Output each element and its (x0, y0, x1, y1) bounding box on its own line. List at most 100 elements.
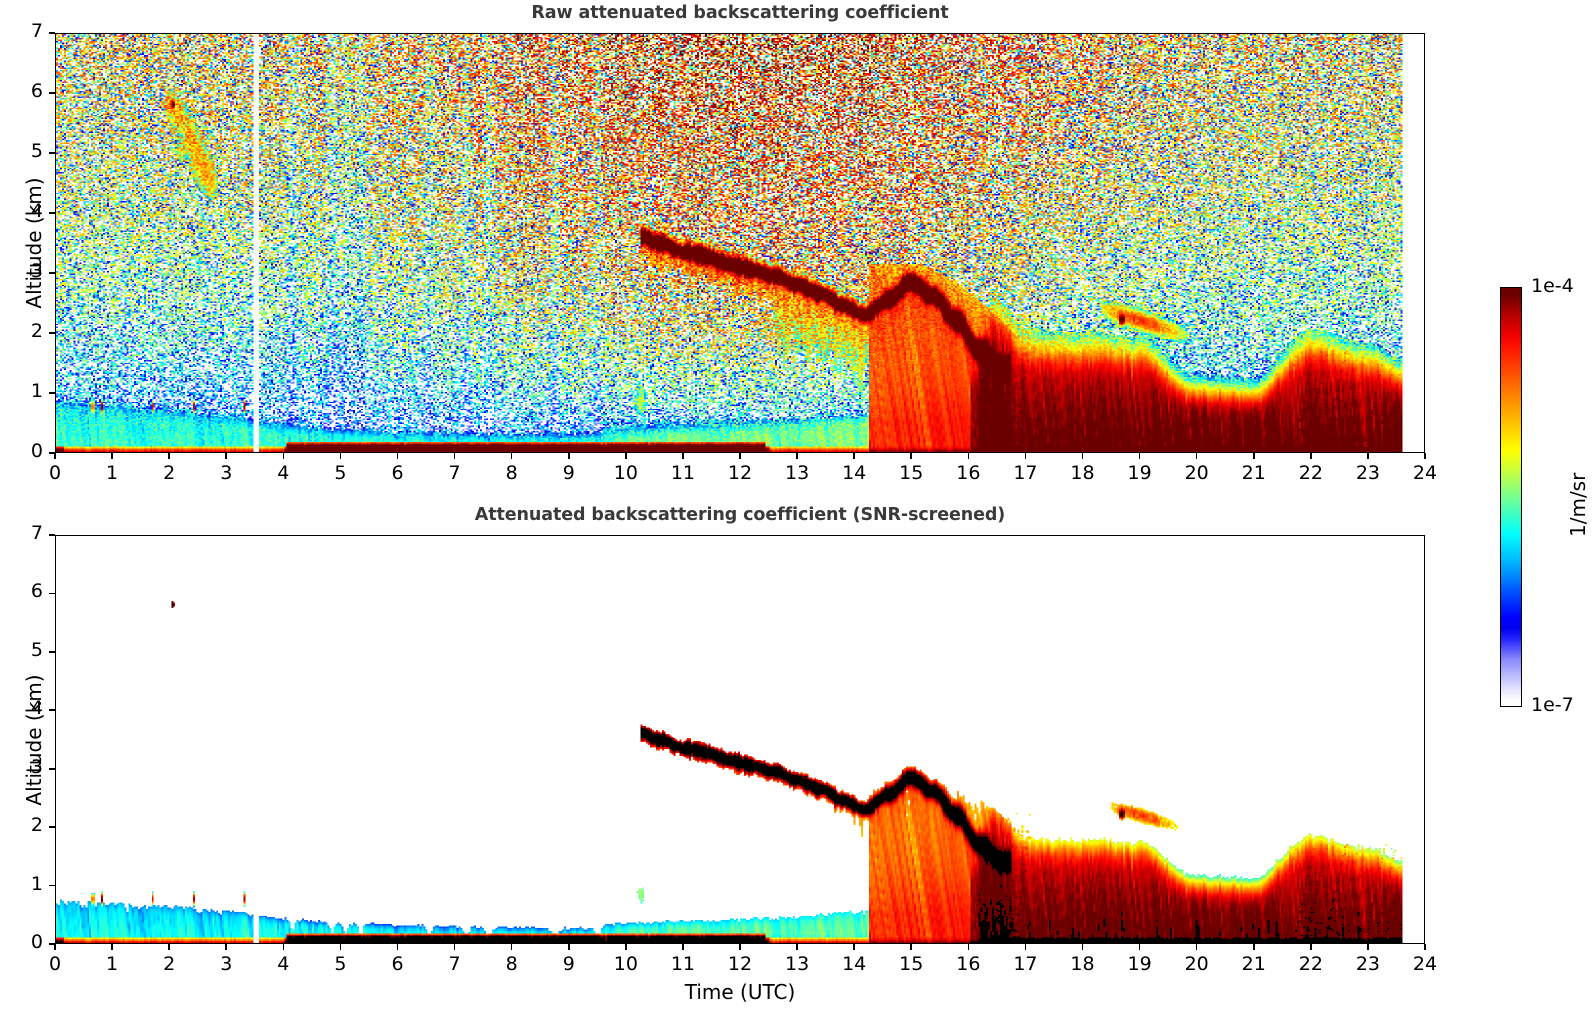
xtick-raw-22 (1310, 453, 1312, 459)
xticklabel-screened-24: 24 (1412, 953, 1438, 975)
xtick-screened-22 (1310, 944, 1312, 950)
ytick-raw-0 (49, 452, 55, 454)
xtick-raw-23 (1367, 453, 1369, 459)
xticklabel-raw-17: 17 (1013, 462, 1038, 484)
yticklabel-raw-7: 7 (30, 20, 43, 42)
ytick-raw-5 (49, 152, 55, 154)
yticklabel-screened-6: 6 (30, 580, 43, 603)
xticklabel-screened-17: 17 (1013, 953, 1038, 975)
xticklabel-screened-22: 22 (1298, 953, 1323, 975)
ylabel-screened: Altitude (km) (22, 673, 46, 806)
colorbar-min-label: 1e-7 (1531, 694, 1574, 716)
xtick-screened-5 (339, 944, 342, 950)
xticklabel-raw-12: 12 (727, 462, 753, 484)
yticklabel-screened-7: 7 (30, 522, 43, 544)
xtick-raw-13 (796, 453, 798, 459)
xticklabel-raw-16: 16 (956, 462, 981, 484)
xtick-raw-2 (168, 453, 170, 459)
yticklabel-screened-1: 1 (30, 872, 43, 895)
xticklabel-raw-19: 19 (1127, 462, 1152, 484)
yticklabel-screened-3: 3 (30, 755, 43, 778)
colorbar-max-label: 1e-4 (1531, 275, 1574, 297)
xtick-screened-12 (739, 944, 741, 950)
xticklabel-screened-16: 16 (956, 953, 981, 975)
xtick-raw-15 (910, 453, 913, 459)
xtick-raw-6 (396, 453, 399, 459)
xtick-screened-3 (225, 944, 228, 950)
yticklabel-raw-2: 2 (30, 320, 43, 342)
xticklabel-screened-18: 18 (1070, 953, 1095, 975)
xtick-screened-6 (396, 944, 399, 950)
xtick-screened-9 (567, 944, 570, 950)
xtick-raw-0 (54, 453, 56, 459)
xticklabel-raw-0: 0 (48, 462, 62, 484)
xtick-screened-11 (682, 944, 684, 950)
xticklabel-raw-14: 14 (842, 462, 867, 484)
xtick-raw-12 (739, 453, 741, 459)
heatmap-screened (56, 536, 1424, 943)
xticklabel-screened-13: 13 (784, 953, 810, 975)
xticklabel-screened-9: 9 (562, 953, 575, 975)
xticklabel-screened-1: 1 (106, 953, 119, 975)
xtick-screened-15 (910, 944, 913, 950)
xticklabel-screened-14: 14 (842, 953, 867, 975)
ytick-raw-3 (49, 272, 55, 274)
xticklabel-raw-5: 5 (334, 462, 347, 484)
xticklabel-raw-20: 20 (1184, 462, 1209, 484)
xtick-screened-21 (1252, 944, 1255, 950)
ytick-raw-6 (49, 92, 55, 94)
xtick-screened-4 (282, 944, 285, 950)
yticklabel-raw-5: 5 (30, 140, 43, 162)
xtick-screened-24 (1424, 944, 1426, 950)
xlabel-screened: Time (UTC) (684, 980, 796, 1004)
xticklabel-screened-23: 23 (1355, 953, 1380, 975)
xtick-raw-17 (1024, 453, 1027, 459)
xtick-raw-24 (1424, 453, 1426, 459)
xtick-screened-18 (1081, 944, 1084, 950)
ytick-screened-2 (49, 826, 55, 828)
xtick-screened-17 (1024, 944, 1027, 950)
xticklabel-raw-21: 21 (1241, 462, 1266, 484)
xticklabel-screened-21: 21 (1241, 953, 1266, 975)
xtick-screened-7 (453, 944, 456, 950)
xtick-screened-19 (1138, 944, 1141, 950)
ytick-screened-1 (49, 884, 55, 887)
xtick-screened-8 (510, 944, 513, 950)
ytick-raw-4 (49, 212, 55, 214)
yticklabel-raw-6: 6 (30, 80, 43, 102)
xticklabel-raw-7: 7 (448, 462, 461, 484)
ytick-screened-4 (49, 709, 55, 712)
xtick-screened-0 (54, 944, 56, 950)
xticklabel-raw-3: 3 (220, 462, 233, 484)
colorbar-unit-label: 1/m/sr (1566, 472, 1590, 537)
xticklabel-screened-5: 5 (334, 953, 347, 975)
xticklabel-screened-12: 12 (727, 953, 753, 975)
xticklabel-screened-3: 3 (220, 953, 233, 975)
heatmap-raw (56, 34, 1424, 452)
xticklabel-raw-18: 18 (1070, 462, 1095, 484)
xtick-screened-2 (168, 944, 170, 950)
xticklabel-raw-13: 13 (784, 462, 810, 484)
yticklabel-screened-5: 5 (30, 638, 43, 661)
xticklabel-screened-20: 20 (1184, 953, 1209, 975)
xtick-screened-1 (111, 944, 113, 950)
ytick-raw-7 (49, 32, 55, 34)
ytick-screened-5 (49, 651, 55, 653)
xticklabel-raw-10: 10 (613, 462, 638, 484)
xticklabel-screened-2: 2 (163, 953, 176, 975)
colorbar (1500, 287, 1522, 707)
ylabel-raw: Altitude (km) (22, 177, 46, 309)
xtick-raw-5 (339, 453, 342, 459)
ytick-screened-6 (49, 592, 55, 595)
xtick-screened-14 (853, 944, 855, 950)
colorbar-gradient (1501, 288, 1521, 706)
xticklabel-screened-8: 8 (505, 953, 518, 975)
ytick-screened-7 (49, 534, 55, 536)
xtick-raw-7 (453, 453, 456, 459)
xticklabel-screened-10: 10 (613, 953, 638, 975)
xticklabel-screened-11: 11 (670, 953, 695, 975)
xticklabel-raw-9: 9 (562, 462, 575, 484)
ytick-screened-0 (49, 943, 55, 945)
xticklabel-screened-7: 7 (448, 953, 461, 975)
xticklabel-screened-0: 0 (48, 953, 62, 975)
